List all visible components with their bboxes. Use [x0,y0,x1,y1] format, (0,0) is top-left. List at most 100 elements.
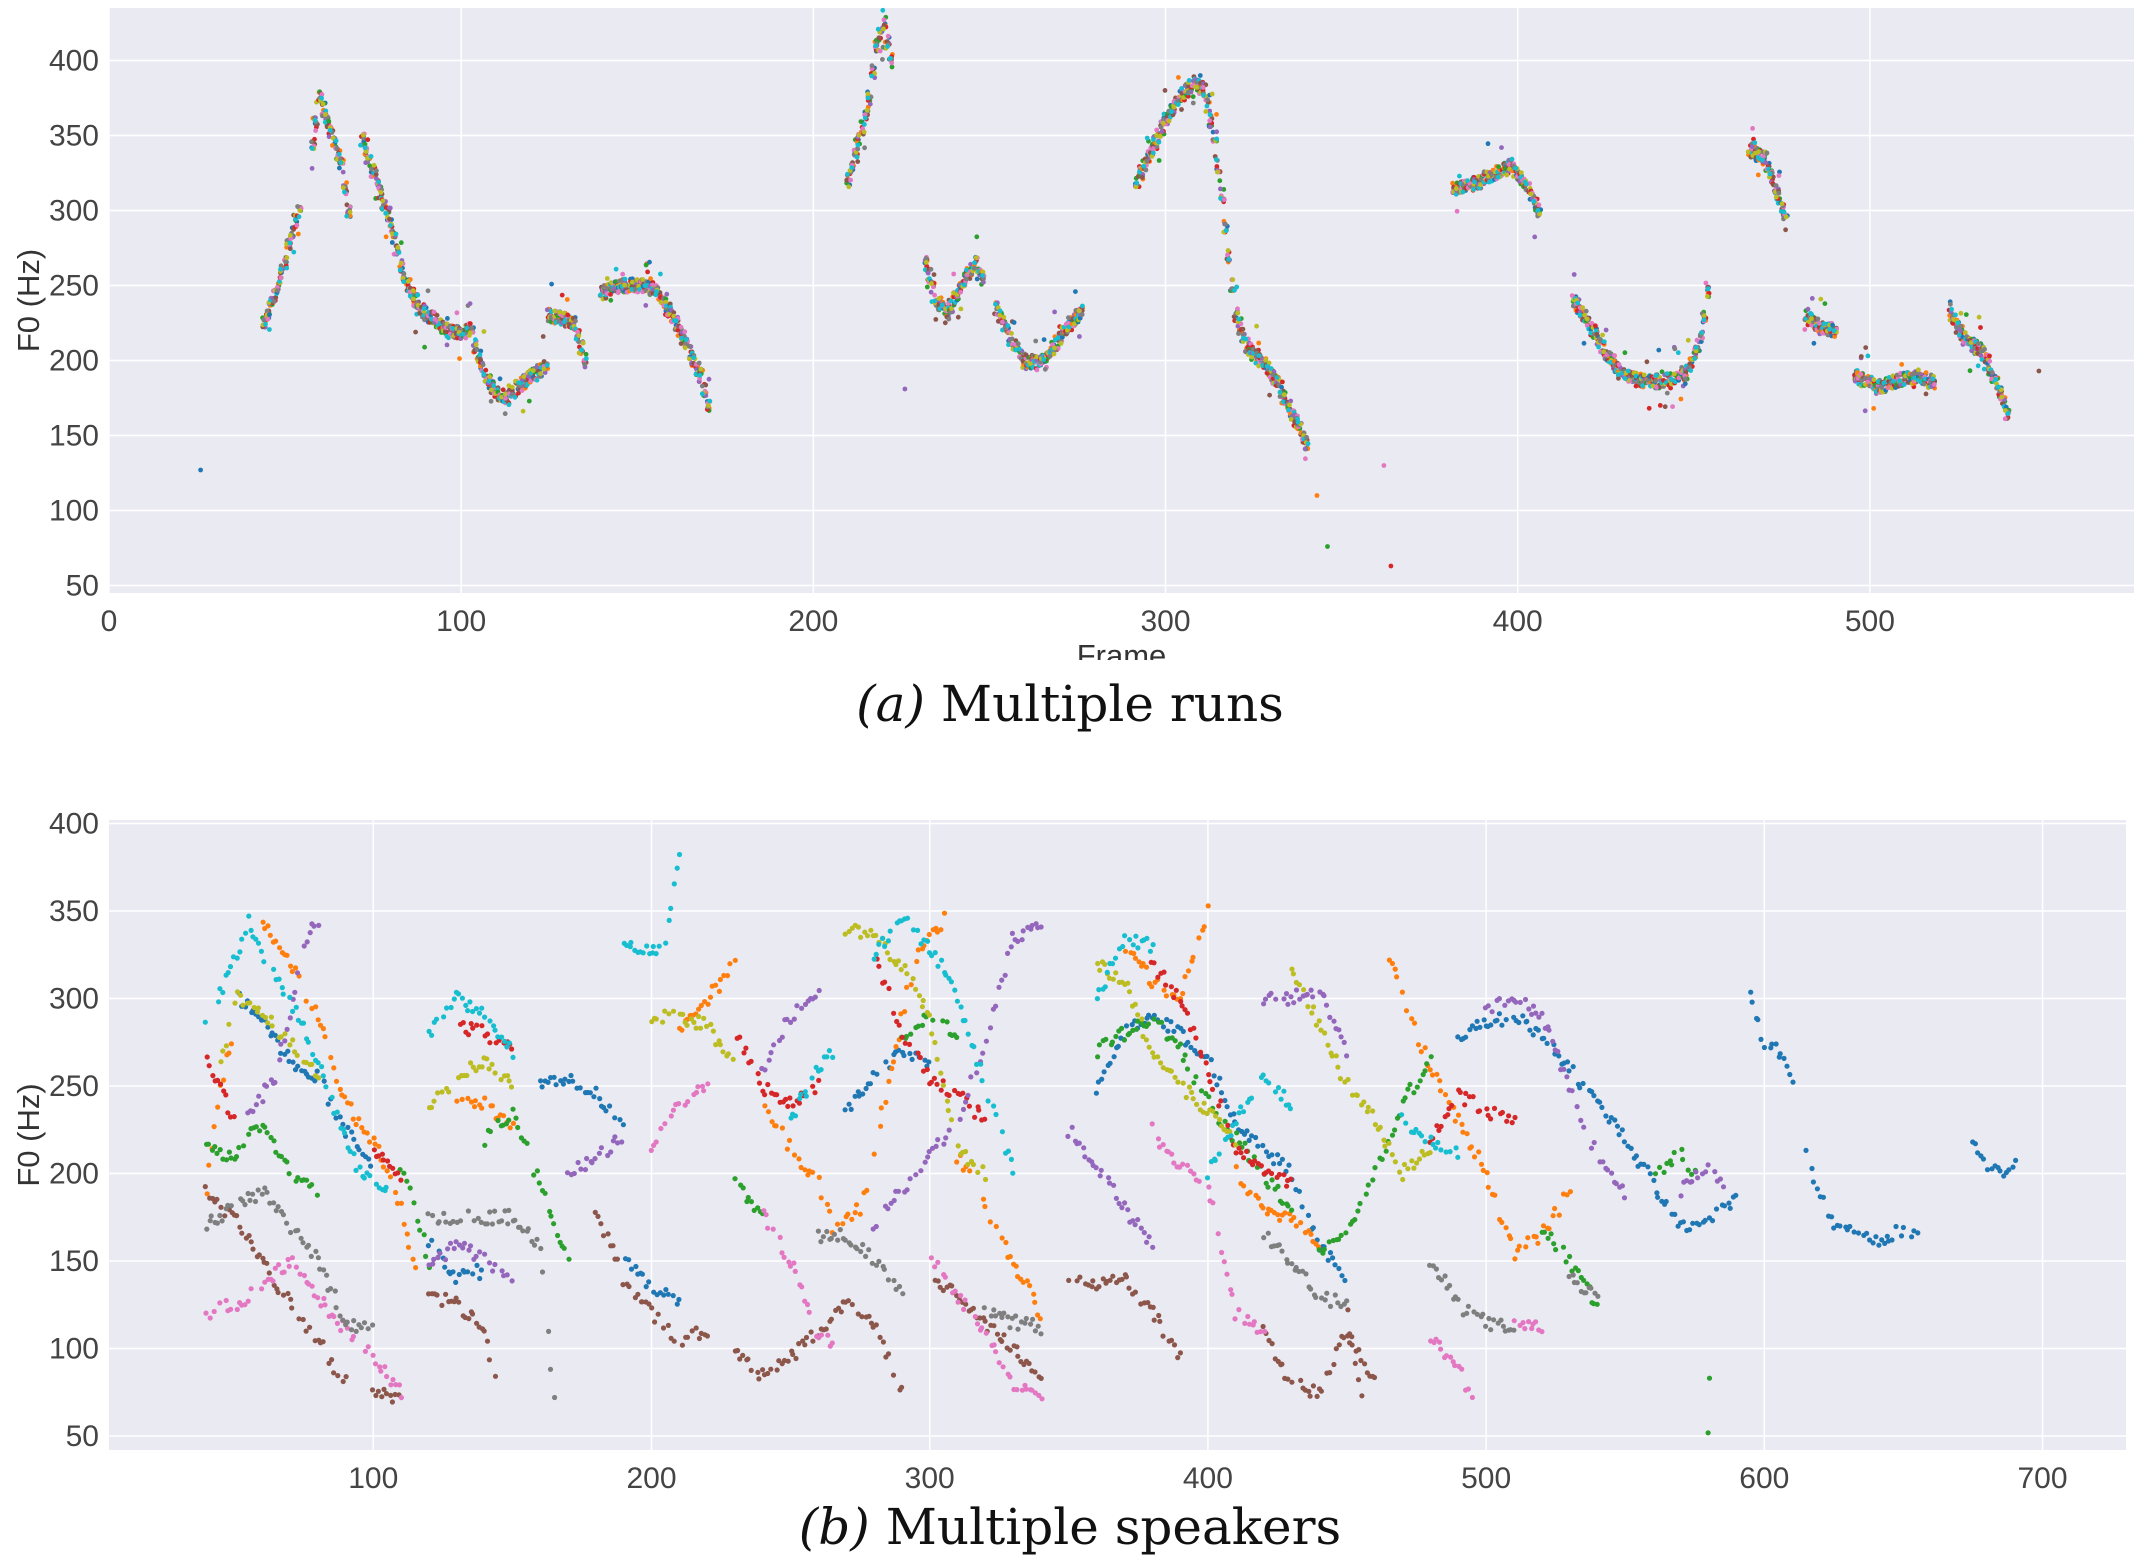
chart-b-point [285,1048,291,1054]
chart-b-point [231,1114,237,1120]
chart-b-point [635,1291,641,1297]
chart-a-point [489,387,494,393]
chart-b-point [375,1388,381,1394]
chart-b-series-2 [204,1012,1713,1436]
chart-b-point [295,1175,301,1181]
chart-b-point [1460,1129,1466,1135]
chart-a-point [869,63,875,69]
chart-b-point [453,1279,459,1285]
chart-b-point [1600,1159,1606,1165]
chart-b-point [1717,1176,1723,1182]
chart-b-point [1140,961,1146,967]
chart-a-point [362,141,368,147]
chart-a-point [1214,129,1220,135]
chart-a-point [1978,325,1983,330]
chart-b-point [768,1050,774,1056]
chart-a-point [1495,174,1501,180]
chart-b-point [605,1231,611,1237]
chart-b-point [908,1031,914,1037]
chart-b-point [1038,924,1044,930]
chart-a-point [608,297,614,303]
chart-a-point [1657,403,1663,408]
chart-a-point [1776,190,1782,196]
chart-a-point [497,376,503,382]
chart-b-point [1119,1025,1125,1031]
chart-b-point [278,1153,284,1160]
chart-b-point [1563,1259,1569,1265]
chart-b-point [633,1263,639,1270]
chart-a-point [380,198,386,204]
chart-b-point [1093,1165,1099,1171]
chart-b-point [1323,1002,1330,1008]
chart-a-point [855,142,861,148]
chart-b-point [743,1045,749,1051]
chart-a-point [1218,186,1223,192]
chart-a-point [1593,323,1598,329]
chart-a-point [388,223,393,228]
chart-b-point [1499,1109,1505,1116]
chart-a-point [1962,330,1968,335]
chart-b-point [515,1124,521,1131]
chart-a-point [1154,133,1159,138]
chart-b-point [405,1244,412,1250]
chart-a-ytick-400: 400 [49,45,99,78]
chart-a-point [881,17,887,23]
chart-b-point [1389,960,1395,967]
chart-b-point [1196,935,1202,941]
chart-a-point [521,374,527,379]
chart-a-point [686,356,692,362]
chart-a-point [1509,156,1515,162]
chart-b-point [1499,1219,1505,1225]
chart-b-point [786,1137,793,1143]
chart-a-point [369,166,374,172]
chart-b-point [980,1050,986,1056]
chart-b-point [852,1210,858,1216]
chart-a-point [1816,320,1822,326]
chart-a-point [873,43,878,49]
chart-b-point [1621,1139,1627,1145]
chart-a-point [509,384,515,390]
chart-b-point [473,1253,479,1259]
chart-b-point [545,1079,551,1085]
chart-b-point [1216,1103,1222,1109]
chart-b-point [702,999,708,1005]
chart-a-point [1150,150,1156,156]
chart-b-point [470,1271,476,1277]
chart-b-point [388,1392,394,1398]
chart-b-point [1911,1228,1917,1234]
chart-b-point [597,1096,603,1102]
chart-b-point [265,923,271,929]
chart-b-point [304,939,310,945]
chart-a-point [1149,154,1155,159]
chart-b-point [762,1103,768,1109]
chart-b-point [239,1230,245,1236]
chart-b-point [295,1063,301,1069]
chart-a-point [946,316,952,322]
chart-b-point [1512,1114,1518,1121]
chart-a-point [948,309,953,315]
chart-a-point [561,310,567,316]
chart-b-point [1424,1061,1430,1067]
chart-b-point [1222,1097,1228,1104]
chart-b-point [2013,1157,2019,1163]
chart-b-point [1689,1179,1695,1185]
caption-a: (a) Multiple runs [0,675,2140,733]
chart-b-point [908,982,914,988]
chart-b-point [982,1116,988,1122]
chart-b-point [1469,1023,1475,1029]
chart-a-point [1922,376,1928,382]
chart-b-point [1621,1195,1628,1201]
chart-a-point [454,310,460,316]
chart-b-point [1524,1018,1530,1024]
chart-b-point [799,1005,805,1011]
chart-a-point [548,309,554,314]
chart-a-xtick-100: 100 [436,605,486,638]
chart-a-point [1011,320,1017,325]
chart-a-point [687,343,692,349]
chart-b-point [1191,1080,1197,1086]
chart-a-xtick-0: 0 [101,605,118,638]
chart-b-point [1609,1170,1615,1176]
chart-a-svg: 0 100 200 300 400 50050100150200250300350400F… [11,7,2134,660]
chart-b-point [904,1187,910,1193]
chart-b-point [1098,1167,1104,1173]
